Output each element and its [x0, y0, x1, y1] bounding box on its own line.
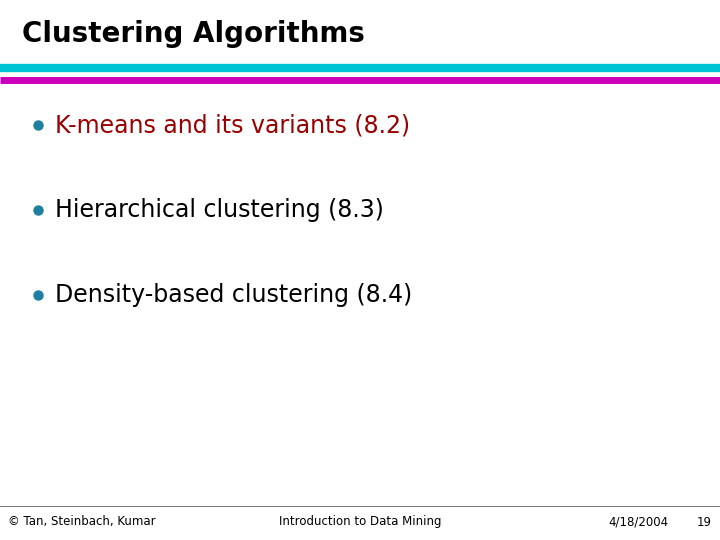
- Text: Clustering Algorithms: Clustering Algorithms: [22, 20, 365, 48]
- Text: Introduction to Data Mining: Introduction to Data Mining: [279, 516, 441, 529]
- Text: Hierarchical clustering (8.3): Hierarchical clustering (8.3): [55, 198, 384, 222]
- Text: © Tan, Steinbach, Kumar: © Tan, Steinbach, Kumar: [8, 516, 156, 529]
- Text: K-means and its variants (8.2): K-means and its variants (8.2): [55, 113, 410, 137]
- Text: 4/18/2004: 4/18/2004: [608, 516, 669, 529]
- Text: 19: 19: [697, 516, 712, 529]
- Text: Density-based clustering (8.4): Density-based clustering (8.4): [55, 283, 413, 307]
